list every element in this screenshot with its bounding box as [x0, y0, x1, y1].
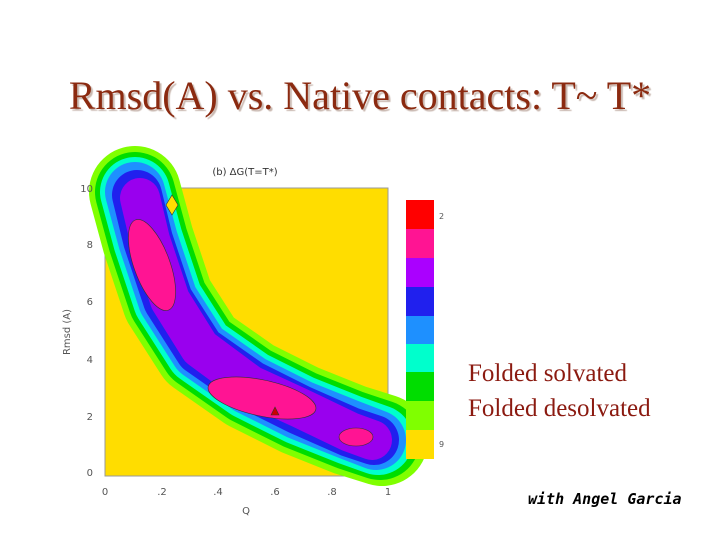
colorbar: 2 9	[406, 200, 444, 459]
x-axis-label: Q	[242, 506, 250, 517]
y-tick-label: 2	[87, 412, 93, 423]
contour-island	[165, 194, 179, 216]
annotation: Folded desolvated	[468, 395, 651, 422]
credit: with Angel Garcia	[528, 490, 682, 508]
y-tick-label: 6	[87, 297, 93, 308]
y-tick-label: 0	[87, 468, 93, 479]
y-tick-label: 10	[80, 184, 93, 195]
x-tick-label: .6	[270, 487, 280, 498]
colorbar-band	[406, 258, 434, 287]
colorbar-band	[406, 401, 434, 430]
x-tick-label: .2	[157, 487, 167, 498]
figure-title: (b) ΔG(T=T*)	[212, 167, 277, 178]
annotation: Folded solvated	[468, 360, 628, 387]
colorbar-label: 2	[439, 212, 444, 221]
contour-core	[207, 376, 317, 420]
y-tick-label: 4	[87, 355, 93, 366]
x-axis: 0 .2 .4 .6 .8 1 Q	[102, 487, 391, 517]
x-tick-label: .4	[213, 487, 223, 498]
marker	[270, 406, 280, 416]
colorbar-band	[406, 287, 434, 316]
y-tick-label: 8	[87, 240, 93, 251]
y-axis: 0 2 4 6 8 10 Rmsd (A)	[62, 184, 93, 479]
x-tick-label: .8	[327, 487, 337, 498]
colorbar-band	[406, 372, 434, 401]
contour-core	[128, 219, 176, 311]
x-tick-label: 1	[385, 487, 391, 498]
colorbar-band	[406, 344, 434, 372]
x-tick-label: 0	[102, 487, 108, 498]
contour-core	[338, 427, 374, 447]
colorbar-band	[406, 316, 434, 344]
colorbar-band	[406, 430, 434, 459]
colorbar-label: 9	[439, 440, 444, 449]
slide-title: Rmsd(A) vs. Native contacts: T~ T*	[68, 73, 652, 118]
y-axis-label: Rmsd (A)	[62, 309, 73, 355]
colorbar-band	[406, 229, 434, 258]
colorbar-band	[406, 200, 434, 229]
